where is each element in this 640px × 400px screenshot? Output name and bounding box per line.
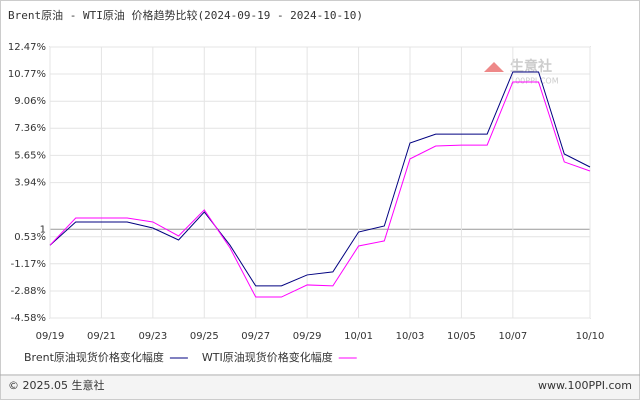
footer-bar xyxy=(1,376,639,399)
footer-left: © 2025.05 生意社 xyxy=(8,378,104,392)
y-tick-label: 1 xyxy=(40,224,46,235)
watermark-url: 100PPI.COM xyxy=(510,77,559,86)
footer-right: www.100PPI.com xyxy=(538,379,632,392)
chart-title: Brent原油 - WTI原油 价格趋势比较(2024-09-19 - 2024… xyxy=(8,8,363,22)
x-tick-label: 09/27 xyxy=(241,331,270,342)
y-tick-label: 5.65% xyxy=(14,150,46,161)
legend-label: WTI原油现货价格变化幅度 xyxy=(202,350,333,364)
watermark: 生意社 xyxy=(510,58,552,75)
y-tick-label: 9.06% xyxy=(14,96,46,107)
series-line xyxy=(49,81,591,298)
series-line xyxy=(49,71,591,287)
x-tick-label: 09/19 xyxy=(36,331,65,342)
y-tick-label: 3.94% xyxy=(14,178,46,189)
y-tick-label: -4.58% xyxy=(11,313,46,324)
x-tick-label: 10/05 xyxy=(447,331,476,342)
logo-icon xyxy=(484,62,504,72)
x-tick-label: 10/03 xyxy=(396,331,425,342)
x-tick-label: 10/07 xyxy=(498,331,527,342)
legend-label: Brent原油现货价格变化幅度 xyxy=(24,350,164,364)
plot-layer: -4.58% -2.88% -1.17% 0.53%1 3.94% 5.65% 7.36% 9… xyxy=(8,42,605,364)
x-tick-label: 09/23 xyxy=(138,331,167,342)
y-tick-label: 12.47% xyxy=(8,42,46,53)
y-tick-label: -2.88% xyxy=(11,286,46,297)
y-tick-label: -1.17% xyxy=(11,259,46,270)
x-tick-label: 10/10 xyxy=(576,331,605,342)
x-tick-label: 10/01 xyxy=(344,331,373,342)
x-tick-label: 09/25 xyxy=(190,331,219,342)
x-tick-label: 09/21 xyxy=(87,331,116,342)
x-tick-label: 09/29 xyxy=(293,331,322,342)
y-tick-label: 0.53% xyxy=(14,232,46,243)
y-tick-label: 7.36% xyxy=(14,123,46,134)
y-tick-label: 10.77% xyxy=(8,69,46,80)
